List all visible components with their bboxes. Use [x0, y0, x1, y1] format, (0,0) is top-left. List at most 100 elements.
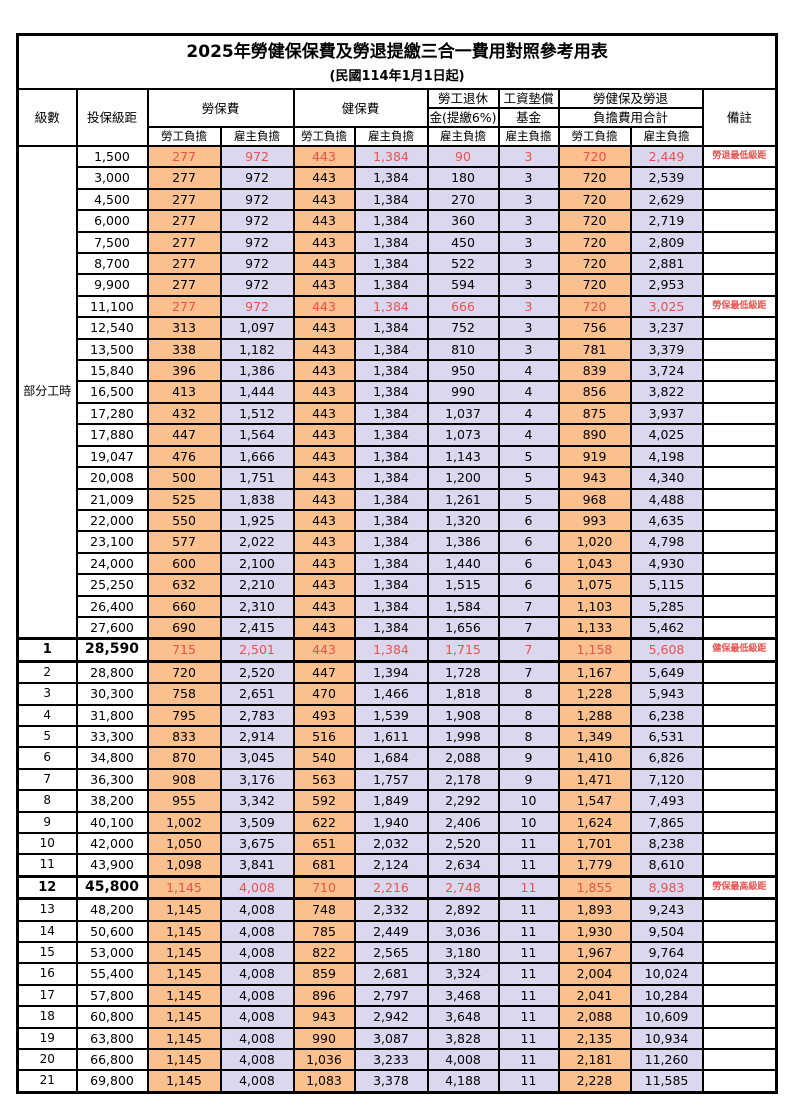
- value-cell: 7,865: [629, 810, 704, 835]
- value-cell: 11: [497, 831, 560, 856]
- value-cell: 1,158: [557, 637, 632, 663]
- value-cell: 3,087: [353, 1026, 429, 1051]
- bracket-cell: 45,800: [75, 874, 149, 901]
- value-cell: 3,342: [219, 789, 295, 813]
- header-note: 備註: [701, 88, 778, 147]
- bracket-cell: 34,800: [75, 746, 149, 770]
- value-cell: 943: [292, 1005, 356, 1029]
- table-row: 9 40,100 1,002 3,509 622 1,940 2,406 10 1,624 7,8…: [16, 810, 778, 835]
- note-cell: 健保最低級距: [701, 637, 778, 663]
- table-row: 8,700 277 972 443 1,384 522 3 720 2,881: [18, 252, 778, 276]
- value-cell: 2,520: [426, 831, 500, 856]
- value-cell: 443: [292, 337, 356, 362]
- value-cell: 6,531: [629, 724, 704, 749]
- value-cell: 1,384: [353, 230, 429, 255]
- value-cell: 2,914: [219, 724, 295, 749]
- value-cell: 968: [557, 487, 632, 511]
- table-row: 13 48,200 1,145 4,008 748 2,332 2,892 11 1,893 9,…: [16, 897, 778, 922]
- subheader-wage-fund-employer: 雇主負擔: [497, 126, 560, 147]
- level-cell: 10: [16, 831, 78, 856]
- table-row: 17 57,800 1,145 4,008 896 2,797 3,468 11 2,041 10…: [16, 983, 778, 1008]
- value-cell: 1,349: [557, 724, 632, 749]
- header-row-3: 勞工負擔 雇主負擔 勞工負擔 雇主負擔 雇主負擔 雇主負擔 勞工負擔 雇主負擔: [18, 126, 777, 147]
- value-cell: 870: [146, 746, 222, 770]
- note-cell: [701, 746, 778, 770]
- value-cell: 277: [146, 144, 222, 169]
- bracket-cell: 25,250: [75, 573, 149, 597]
- value-cell: 1,855: [557, 874, 632, 901]
- value-cell: 4,488: [629, 487, 704, 511]
- value-cell: 1,940: [353, 810, 429, 835]
- value-cell: 4,008: [426, 1048, 500, 1072]
- value-cell: 5: [497, 487, 560, 511]
- table-row: 15 53,000 1,145 4,008 822 2,565 3,180 11 1,967 9,…: [16, 941, 778, 965]
- value-cell: 443: [292, 423, 356, 447]
- value-cell: 2,520: [219, 660, 295, 685]
- value-cell: 2,022: [219, 530, 295, 554]
- value-cell: 1,838: [219, 487, 295, 511]
- value-cell: 1,384: [353, 594, 429, 618]
- value-cell: 5,462: [629, 615, 704, 640]
- table-row: 3 30,300 758 2,651 470 1,466 1,818 8 1,228 5,943: [16, 682, 778, 706]
- value-cell: 4,198: [629, 444, 704, 469]
- value-cell: 9: [497, 767, 560, 792]
- value-cell: 4: [497, 380, 560, 404]
- table-row: 22,000 550 1,925 443 1,384 1,320 6 993 4,635: [18, 508, 778, 533]
- value-cell: 1,384: [353, 615, 429, 640]
- table-row: 4 31,800 795 2,783 493 1,539 1,908 8 1,288 6,238: [16, 703, 778, 727]
- level-cell: 7: [16, 767, 78, 792]
- value-cell: 756: [557, 316, 632, 340]
- subheader-total-employer: 雇主負擔: [629, 126, 704, 147]
- header-wage-fund-line2: 基金: [497, 107, 560, 128]
- value-cell: 2,892: [426, 897, 500, 922]
- value-cell: 1,512: [219, 401, 295, 426]
- value-cell: 11: [497, 919, 560, 944]
- table-row: 6 34,800 870 3,045 540 1,684 2,088 9 1,410 6,826: [16, 746, 778, 770]
- bracket-cell: 36,300: [75, 767, 149, 792]
- value-cell: 2,041: [557, 983, 632, 1008]
- value-cell: 493: [292, 703, 356, 727]
- value-cell: 2,310: [219, 594, 295, 618]
- value-cell: 432: [146, 401, 222, 426]
- level-cell: 21: [16, 1069, 78, 1094]
- value-cell: 550: [146, 508, 222, 533]
- value-cell: 3,180: [426, 941, 500, 965]
- value-cell: 90: [426, 144, 500, 169]
- value-cell: 919: [557, 444, 632, 469]
- table-row: 20 66,800 1,145 4,008 1,036 3,233 4,008 11 2,181…: [16, 1048, 778, 1072]
- value-cell: 3: [497, 209, 560, 233]
- value-cell: 443: [292, 615, 356, 640]
- value-cell: 594: [426, 273, 500, 297]
- value-cell: 4,008: [219, 1005, 295, 1029]
- value-cell: 1,967: [557, 941, 632, 965]
- header-row-2: 金(提繳6%) 基金 負擔費用合計: [18, 107, 777, 128]
- value-cell: 1,471: [557, 767, 632, 792]
- value-cell: 1,384: [353, 359, 429, 383]
- value-cell: 781: [557, 337, 632, 362]
- value-cell: 443: [292, 466, 356, 490]
- title-row: 2025年勞健保保費及勞退提繳三合一費用對照參考用表 (民國114年1月1日起): [16, 33, 778, 90]
- value-cell: 7: [497, 594, 560, 618]
- value-cell: 11: [497, 874, 560, 901]
- level-cell: 8: [16, 789, 78, 813]
- value-cell: 972: [219, 273, 295, 297]
- value-cell: 447: [146, 423, 222, 447]
- value-cell: 1,384: [353, 209, 429, 233]
- value-cell: 6: [497, 551, 560, 576]
- level-cell: 5: [16, 724, 78, 749]
- bracket-cell: 24,000: [75, 551, 149, 576]
- value-cell: 1,228: [557, 682, 632, 706]
- bracket-cell: 31,800: [75, 703, 149, 727]
- value-cell: 8,238: [629, 831, 704, 856]
- value-cell: 2,634: [426, 853, 500, 878]
- table-row: 2 28,800 720 2,520 447 1,394 1,728 7 1,167 5,649: [16, 660, 778, 685]
- value-cell: 1,145: [146, 874, 222, 901]
- value-cell: 4,635: [629, 508, 704, 533]
- table-row: 部分工時 1,500 277 972 443 1,384 90 3 720 2,449 勞退最低級距: [16, 144, 778, 640]
- value-cell: 720: [557, 209, 632, 233]
- value-cell: 9,504: [629, 919, 704, 944]
- value-cell: 1,611: [353, 724, 429, 749]
- value-cell: 651: [292, 831, 356, 856]
- value-cell: 1,145: [146, 1005, 222, 1029]
- note-cell: [701, 573, 778, 597]
